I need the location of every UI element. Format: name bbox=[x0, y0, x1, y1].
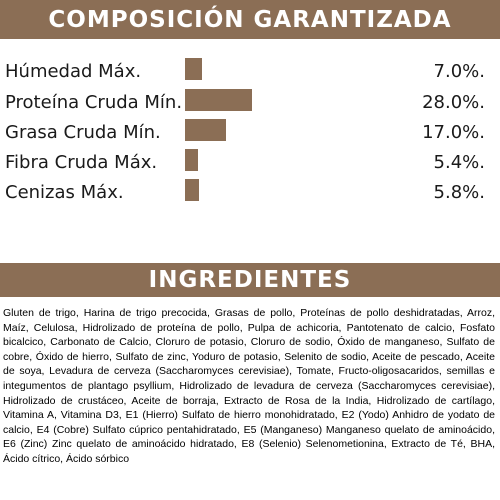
ingredientes-header: INGREDIENTES bbox=[0, 263, 500, 297]
row-value: 28.0%. bbox=[422, 92, 485, 113]
composicion-row-fibra: Fibra Cruda Máx. 5.4%. bbox=[0, 147, 500, 178]
row-label: Húmedad Máx. bbox=[5, 61, 142, 82]
row-label: Proteína Cruda Mín. bbox=[5, 92, 183, 113]
row-value: 5.4%. bbox=[433, 152, 485, 173]
composicion-row-proteina: Proteína Cruda Mín. 28.0%. bbox=[0, 87, 500, 118]
row-value: 17.0%. bbox=[422, 122, 485, 143]
composicion-title: COMPOSICIÓN GARANTIZADA bbox=[48, 6, 452, 33]
ingredientes-title: INGREDIENTES bbox=[148, 267, 352, 293]
row-bar bbox=[185, 179, 199, 201]
ingredientes-text: Gluten de trigo, Harina de trigo precoci… bbox=[3, 307, 495, 465]
row-bar bbox=[185, 89, 252, 111]
row-bar bbox=[185, 119, 226, 141]
row-label: Fibra Cruda Máx. bbox=[5, 152, 158, 173]
row-label: Grasa Cruda Mín. bbox=[5, 122, 161, 143]
composicion-row-humedad: Húmedad Máx. 7.0%. bbox=[0, 56, 500, 87]
row-label: Cenizas Máx. bbox=[5, 182, 124, 203]
composicion-row-cenizas: Cenizas Máx. 5.8%. bbox=[0, 177, 500, 208]
composicion-header: COMPOSICIÓN GARANTIZADA bbox=[0, 0, 500, 39]
row-bar bbox=[185, 149, 198, 171]
row-value: 5.8%. bbox=[433, 182, 485, 203]
row-value: 7.0%. bbox=[433, 61, 485, 82]
row-bar bbox=[185, 58, 202, 80]
composicion-row-grasa: Grasa Cruda Mín. 17.0%. bbox=[0, 117, 500, 148]
